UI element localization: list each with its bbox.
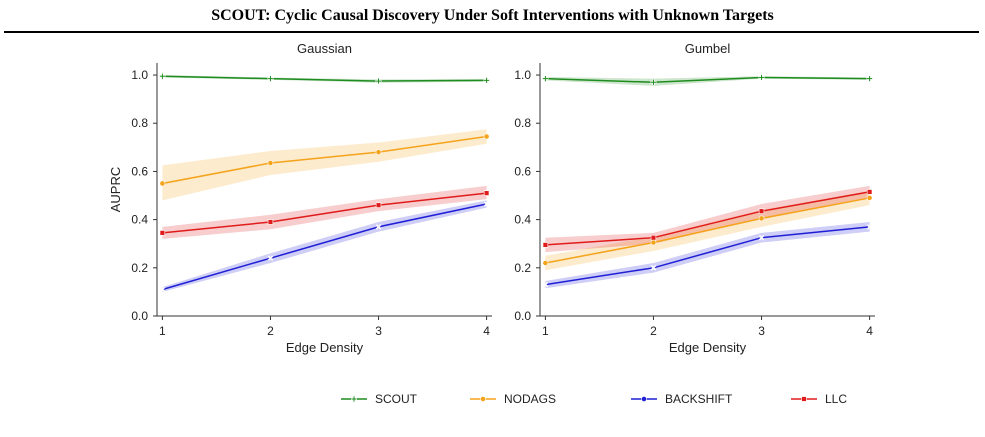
line-backshift — [545, 226, 870, 286]
point-llc — [483, 190, 490, 196]
point-backshift — [650, 265, 657, 271]
header-rule — [4, 31, 979, 33]
legend-label: BACKSHIFT — [665, 392, 733, 406]
point-llc — [758, 208, 765, 214]
point-llc — [650, 234, 657, 241]
legend-marker — [480, 396, 486, 402]
point-scout-stroke — [758, 74, 765, 81]
point-nodags — [375, 149, 382, 156]
x-tick-label: 2 — [650, 324, 657, 338]
point-scout-stroke — [542, 76, 549, 82]
point-scout-stroke — [483, 77, 490, 83]
band-backshift — [162, 200, 487, 292]
legend-item-llc: LLC — [791, 392, 847, 406]
legend-label: SCOUT — [375, 392, 418, 406]
caption-fragment — [10, 423, 975, 437]
x-tick-label: 3 — [375, 324, 382, 338]
line-scout — [545, 76, 870, 84]
point-nodags — [758, 215, 765, 222]
x-tick-label: 2 — [267, 324, 274, 338]
line-nodags — [545, 197, 870, 264]
legend-label: NODAGS — [504, 392, 556, 406]
point-backshift — [758, 234, 765, 241]
point-backshift — [483, 201, 490, 207]
x-axis-label: Edge Density — [669, 340, 747, 355]
x-tick-label: 4 — [483, 324, 490, 338]
point-nodags — [159, 180, 166, 187]
point-nodags — [483, 133, 490, 140]
panel-title: Gaussian — [297, 41, 352, 56]
point-llc — [267, 219, 274, 225]
y-tick-label: 0.4 — [514, 213, 531, 227]
point-scout-stroke — [159, 73, 166, 79]
point-nodags — [267, 160, 274, 166]
point-nodags — [866, 195, 873, 201]
x-axis-label: Edge Density — [286, 340, 364, 355]
y-tick-label: 1.0 — [514, 68, 531, 82]
line-llc — [162, 192, 487, 234]
band-llc — [545, 185, 870, 253]
y-tick-label: 0.8 — [131, 116, 148, 130]
line-nodags — [162, 135, 487, 185]
y-tick-label: 0.0 — [514, 309, 531, 323]
legend-item-nodags: NODAGS — [470, 392, 556, 406]
x-tick-label: 1 — [542, 324, 549, 338]
y-tick-label: 0.2 — [131, 261, 148, 275]
x-tick-label: 4 — [866, 324, 873, 338]
legend-marker-stroke — [351, 396, 357, 402]
band-nodags — [162, 129, 487, 201]
legend-marker — [641, 396, 647, 402]
band-scout — [162, 75, 487, 83]
x-tick-label: 1 — [159, 324, 166, 338]
point-llc — [375, 202, 382, 208]
point-llc — [159, 230, 166, 236]
point-nodags — [542, 260, 549, 266]
point-scout-stroke — [267, 76, 274, 82]
header-title: SCOUT: Cyclic Causal Discovery Under Sof… — [211, 7, 774, 24]
y-tick-label: 1.0 — [131, 68, 148, 82]
legend-item-backshift: BACKSHIFT — [631, 392, 733, 406]
point-scout-stroke — [866, 76, 873, 82]
point-scout-stroke — [650, 79, 657, 85]
y-tick-label: 0.8 — [514, 116, 531, 130]
legend-label: LLC — [825, 392, 847, 406]
point-backshift — [866, 224, 873, 230]
legend-item-scout: SCOUT — [341, 392, 418, 406]
legend: SCOUT NODAGS BACKSHIFT LLC — [341, 392, 847, 406]
band-scout — [545, 76, 870, 86]
point-scout-stroke — [375, 78, 382, 84]
y-tick-label: 0.0 — [131, 309, 148, 323]
panel-gumbel: 0.0 0.2 0.4 0.6 0.8 1.0 1 2 3 4 Gumbel Edge Density — [514, 41, 875, 355]
point-backshift — [159, 286, 166, 293]
point-backshift — [542, 281, 549, 288]
line-backshift — [162, 203, 487, 291]
y-axis-label: AUPRC — [108, 167, 123, 213]
y-tick-label: 0.2 — [514, 261, 531, 275]
point-llc — [542, 242, 549, 248]
point-backshift — [267, 255, 274, 261]
band-llc — [162, 185, 487, 239]
y-tick-label: 0.6 — [131, 164, 148, 178]
line-scout — [162, 75, 487, 82]
x-tick-label: 3 — [758, 324, 765, 338]
point-llc — [866, 189, 873, 195]
point-nodags — [650, 239, 657, 246]
panel-gaussian: 0.0 0.2 0.4 0.6 0.8 1.0 1 2 3 4 Gaussian Edge Densi… — [108, 41, 492, 355]
legend-marker — [801, 396, 807, 402]
point-backshift — [375, 224, 382, 230]
y-tick-label: 0.6 — [514, 164, 531, 178]
line-llc — [545, 191, 870, 246]
panel-title: Gumbel — [685, 41, 731, 56]
y-tick-label: 0.4 — [131, 213, 148, 227]
